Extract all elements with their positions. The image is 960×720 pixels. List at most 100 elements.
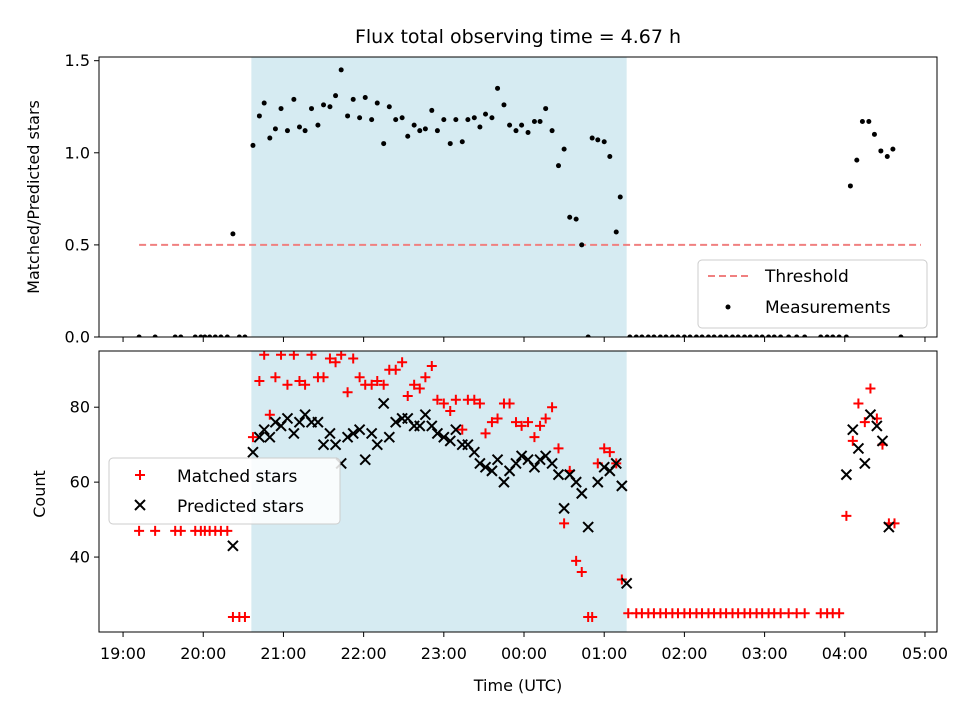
bottom-predicted-star-point	[598, 461, 610, 473]
x-tick-label: 23:00	[421, 644, 467, 663]
bottom-matched-star-point	[492, 413, 503, 424]
x-tick-label: 02:00	[661, 644, 707, 663]
top-measurement-point	[386, 104, 392, 110]
bottom-matched-star-point	[150, 525, 161, 536]
top-measurement-point	[786, 334, 792, 337]
top-measurement-point	[866, 118, 872, 124]
top-measurement-point	[549, 128, 555, 134]
top-observing-window	[251, 57, 627, 337]
bottom-predicted-star-point	[371, 438, 383, 451]
bottom-matched-star-point	[587, 612, 598, 623]
bottom-matched-star-point	[402, 390, 413, 401]
bottom-predicted-star-point	[528, 461, 541, 473]
top-measurement-point	[854, 157, 860, 163]
bottom-legend: Matched stars Predicted stars	[108, 457, 341, 525]
bottom-matched-star-point	[540, 413, 551, 424]
top-measurement-point	[218, 334, 224, 337]
top-measurement-point	[207, 334, 213, 337]
bottom-matched-star-point	[841, 510, 852, 521]
x-tick-label: 01:00	[581, 644, 627, 663]
bottom-predicted-star-point	[616, 480, 628, 492]
x-tick-label: 04:00	[822, 644, 868, 663]
x-tick-label: 03:00	[742, 644, 788, 663]
top-panel: 0.0 0.5 1.0 1.5 Threshold Measurements	[65, 51, 938, 347]
bottom-predicted-star-point	[859, 457, 871, 470]
bottom-matched-star-point	[294, 375, 305, 386]
bottom-matched-star-point	[529, 432, 540, 443]
bottom-matched-star-point	[432, 394, 443, 405]
top-measurement-point	[284, 128, 290, 134]
top-measurement-point	[818, 334, 824, 337]
top-measurement-point	[601, 139, 607, 145]
bottom-matched-star-point	[348, 353, 359, 364]
top-measurement-point	[890, 146, 896, 152]
bottom-predicted-star-point	[258, 423, 270, 436]
bottom-predicted-star-point	[883, 521, 895, 533]
top-measurement-point	[567, 214, 573, 220]
bottom-predicted-star-point	[390, 416, 402, 428]
bottom-predicted-star-point	[312, 416, 324, 428]
top-measurement-point	[537, 118, 543, 124]
top-measurement-point	[465, 117, 471, 123]
bottom-matched-star-point	[457, 424, 468, 435]
bottom-predicted-star-point	[479, 461, 492, 473]
bottom-predicted-star-point	[264, 431, 276, 443]
top-measurement-point	[687, 334, 693, 337]
top-measurement-point	[561, 146, 567, 152]
bottom-matched-star-point	[853, 398, 864, 409]
bottom-predicted-star-point	[847, 423, 859, 436]
top-measurement-point	[531, 118, 537, 124]
top-measurement-point	[321, 102, 327, 108]
top-measurement-point	[830, 334, 836, 337]
bottom-matched-star-point	[523, 417, 534, 428]
bottom-matched-star-point	[799, 608, 810, 619]
bottom-matched-star-point	[559, 518, 570, 529]
bottom-matched-star-point	[535, 420, 546, 431]
top-measurement-point	[747, 334, 753, 337]
top-measurement-point	[250, 142, 256, 148]
legend-threshold-label: Threshold	[764, 267, 849, 287]
chart-title: Flux total observing time = 4.67 h	[355, 26, 681, 48]
top-measurement-point	[267, 135, 273, 141]
top-measurement-point	[302, 128, 308, 134]
top-measurement-point	[459, 139, 465, 145]
top-measurement-point	[374, 100, 380, 106]
bottom-matched-star-point	[175, 525, 186, 536]
bottom-predicted-star-point	[359, 453, 371, 466]
top-measurement-point	[836, 334, 842, 337]
bottom-y-tick-label: 40	[70, 548, 90, 567]
top-measurement-point	[381, 141, 387, 147]
top-measurement-point	[579, 242, 585, 248]
top-measurement-point	[447, 141, 453, 147]
bottom-matched-star-point	[420, 372, 431, 383]
bottom-predicted-star-point	[227, 540, 239, 552]
bottom-matched-star-point	[438, 398, 449, 409]
bottom-predicted-star-point	[431, 427, 444, 440]
top-measurement-point	[362, 95, 368, 101]
bottom-y-tick-label: 80	[70, 398, 90, 417]
bottom-predicted-star-point	[269, 416, 282, 428]
top-measurement-point	[669, 334, 675, 337]
top-measurement-point	[338, 67, 344, 73]
bottom-matched-star-point	[865, 383, 876, 394]
bottom-matched-star-point	[264, 409, 275, 420]
top-y-tick-label: 1.0	[65, 143, 90, 162]
bottom-predicted-star-point	[341, 431, 354, 443]
bottom-matched-star-point	[354, 372, 365, 383]
top-legend-box	[697, 259, 928, 329]
top-measurement-point	[350, 96, 356, 102]
bottom-predicted-star-point	[576, 487, 588, 500]
top-measurement-point	[441, 117, 447, 123]
bottom-matched-star-point	[318, 372, 329, 383]
x-tick-label: 22:00	[341, 644, 387, 663]
x-tick-label: 19:00	[100, 644, 146, 663]
x-tick-label: 05:00	[902, 644, 948, 663]
bottom-matched-star-point	[254, 375, 265, 386]
bottom-matched-star-point	[239, 612, 250, 623]
top-measurement-point	[230, 231, 236, 237]
top-measurement-point	[399, 115, 405, 121]
top-measurement-point	[393, 117, 399, 123]
top-measurement-point	[613, 229, 619, 235]
bottom-matched-star-point	[324, 353, 335, 364]
top-measurement-point	[657, 334, 663, 337]
